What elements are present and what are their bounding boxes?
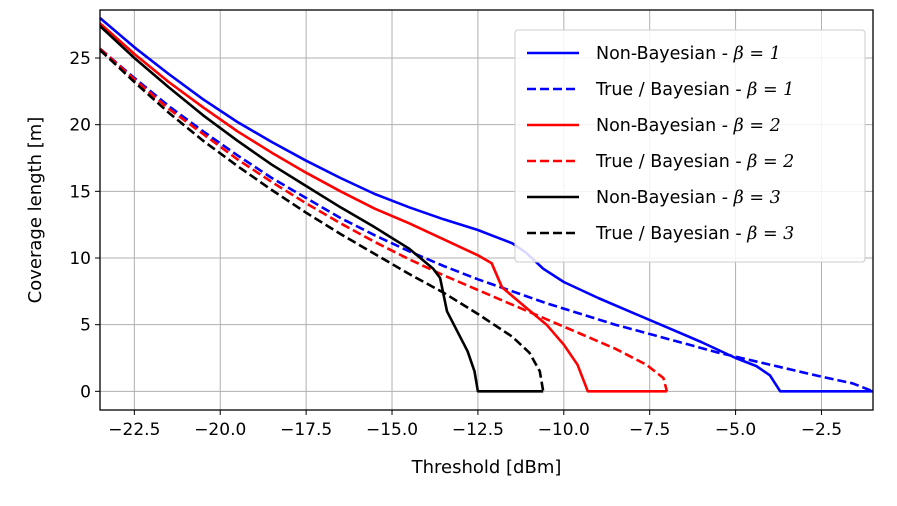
legend-entry: True / Bayesian - β = 1	[527, 80, 794, 100]
legend-label-beta: β = 2	[746, 152, 794, 172]
legend-label-name: Non-Bayesian -	[596, 188, 734, 208]
legend-label-beta: β = 2	[733, 116, 781, 136]
axis-ticks: −22.5 −20.0 −17.5 −15.0 −12.5 −10.0 −7.5 −5.0 −2…	[69, 49, 842, 440]
y-tick-label: 20	[69, 116, 91, 136]
legend-entry: True / Bayesian - β = 2	[527, 152, 794, 172]
series-line-4	[99, 47, 669, 392]
x-tick-label: −20.0	[194, 420, 246, 440]
legend-label-name: True / Bayesian -	[595, 224, 747, 244]
legend-entry: Non-Bayesian - β = 2	[527, 116, 781, 136]
legend-label: Non-Bayesian - β = 2	[596, 116, 781, 136]
series-line-6	[99, 49, 545, 392]
legend-label: Non-Bayesian - β = 1	[596, 44, 781, 64]
legend-label-name: Non-Bayesian -	[596, 116, 734, 136]
legend-label: True / Bayesian - β = 1	[595, 80, 794, 100]
y-tick-label: 25	[69, 49, 91, 69]
x-tick-label: −10.0	[538, 420, 590, 440]
y-tick-label: 10	[69, 249, 91, 269]
legend-box	[514, 29, 866, 263]
legend-label-beta: β = 1	[733, 44, 781, 64]
x-tick-label: −7.5	[629, 420, 670, 440]
legend-label-beta: β = 1	[746, 80, 794, 100]
legend-label: True / Bayesian - β = 2	[595, 152, 794, 172]
x-tick-label: −5.0	[715, 420, 756, 440]
series-line-2	[99, 47, 874, 393]
legend-label-name: True / Bayesian -	[595, 152, 747, 172]
x-tick-label: −2.5	[801, 420, 842, 440]
series-lines	[99, 17, 874, 393]
y-axis-label: Coverage length [m]	[25, 117, 46, 304]
legend-entry: Non-Bayesian - β = 1	[527, 44, 781, 64]
legend-label-name: Non-Bayesian -	[596, 44, 734, 64]
x-tick-label: −12.5	[452, 420, 504, 440]
x-axis-label: Threshold [dBm]	[411, 457, 562, 478]
y-tick-label: 15	[69, 182, 91, 202]
legend-label-beta: β = 3	[733, 188, 781, 208]
legend-entry: Non-Bayesian - β = 3	[527, 188, 781, 208]
y-tick-label: 0	[80, 382, 91, 402]
legend-label-name: True / Bayesian -	[595, 80, 747, 100]
plot-frame	[99, 9, 874, 411]
legend-entry: True / Bayesian - β = 3	[527, 224, 794, 244]
series-line-3	[99, 22, 667, 393]
series-line-5	[99, 25, 544, 393]
legend-label-beta: β = 3	[746, 224, 794, 244]
legend-label: True / Bayesian - β = 3	[595, 224, 794, 244]
x-tick-label: −15.0	[366, 420, 418, 440]
legend-label: Non-Bayesian - β = 3	[596, 188, 781, 208]
y-tick-label: 5	[80, 316, 91, 336]
x-tick-label: −22.5	[108, 420, 160, 440]
x-tick-label: −17.5	[280, 420, 332, 440]
